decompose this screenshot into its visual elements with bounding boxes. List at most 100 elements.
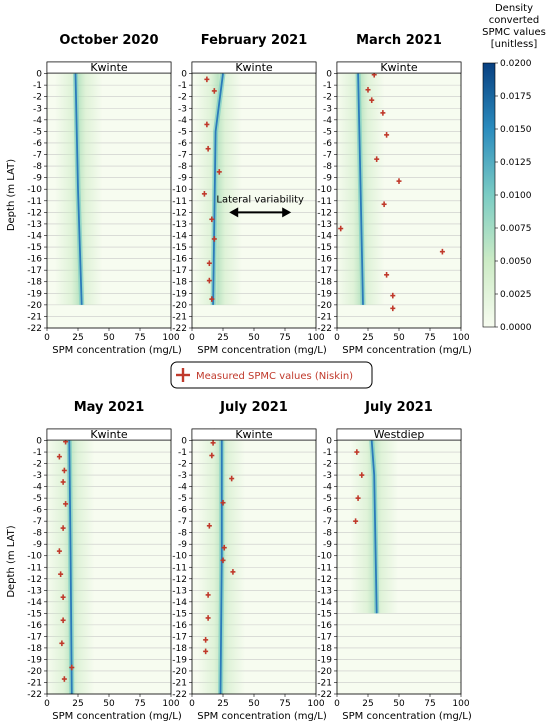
y-tick-label: -1: [178, 81, 187, 91]
y-tick-label: -5: [33, 494, 42, 504]
lateral-variability-arrow: [229, 207, 292, 218]
y-tick-label: -12: [27, 575, 42, 585]
y-tick-label: -8: [178, 529, 187, 539]
y-tick-label: -14: [27, 598, 42, 608]
niskin-point: [61, 467, 67, 474]
y-tick-label: -6: [178, 139, 187, 149]
y-tick-label: -19: [317, 289, 332, 299]
y-tick-label: -22: [172, 690, 187, 700]
y-tick-label: -5: [33, 127, 42, 137]
y-tick-label: -20: [172, 301, 187, 311]
x-tick-label: 0: [334, 699, 340, 709]
niskin-point: [390, 292, 396, 299]
y-tick-label: -2: [323, 460, 332, 470]
y-tick-label: -8: [323, 529, 332, 539]
niskin-point: [206, 522, 212, 529]
x-tick-label: 25: [362, 333, 373, 343]
y-tick-label: -12: [27, 208, 42, 218]
niskin-point: [229, 475, 235, 482]
y-tick-label: -10: [27, 552, 42, 562]
niskin-point: [209, 452, 215, 459]
niskin-point: [220, 557, 226, 564]
y-tick-label: -21: [172, 678, 187, 688]
y-tick-label: -2: [178, 93, 187, 103]
y-tick-label: -16: [317, 621, 332, 631]
y-tick-label: -15: [317, 243, 332, 253]
y-tick-label: -22: [27, 324, 42, 334]
y-tick-label: -15: [27, 609, 42, 619]
x-tick-label: 100: [307, 333, 324, 343]
niskin-point: [210, 440, 216, 446]
density-ridge: [357, 73, 364, 305]
y-tick-label: -18: [27, 278, 42, 288]
niskin-point: [203, 637, 209, 643]
x-tick-label: 25: [72, 699, 83, 709]
niskin-point: [355, 495, 361, 501]
y-tick-label: -20: [27, 667, 42, 677]
y-tick-label: -15: [317, 609, 332, 619]
y-tick-label: -15: [172, 609, 187, 619]
y-tick-label: -20: [27, 301, 42, 311]
station-label: Kwinte: [90, 428, 128, 441]
y-tick-label: -5: [323, 494, 332, 504]
x-tick-label: 100: [452, 699, 469, 709]
y-tick-label: -3: [178, 471, 187, 481]
y-tick-label: -9: [323, 174, 332, 184]
niskin-point: [365, 86, 371, 93]
y-tick-label: 0: [181, 70, 187, 80]
y-tick-label: 0: [326, 70, 332, 80]
colorbar: 0.0200 0.0175 0.0150 0.0125 0.0100 0.0075 0.00…: [482, 3, 546, 333]
x-axis-label: SPM concentration (mg/L): [342, 345, 472, 356]
y-tick-label: -3: [33, 104, 42, 114]
x-tick-label: 50: [393, 333, 405, 343]
niskin-point: [439, 248, 445, 255]
y-tick-label: -18: [27, 644, 42, 654]
y-tick-label: -19: [27, 289, 42, 299]
y-tick-label: -5: [178, 494, 187, 504]
niskin-point: [380, 110, 386, 116]
x-tick-label: 75: [279, 699, 290, 709]
colorbar-title: [unitless]: [491, 39, 538, 50]
y-tick-label: -7: [178, 517, 187, 527]
panel-title: February 2021: [201, 33, 308, 48]
niskin-point: [205, 592, 211, 598]
y-tick-label: -19: [172, 289, 187, 299]
x-tick-label: 100: [162, 333, 179, 343]
y-tick-label: -11: [27, 563, 42, 573]
y-tick-label: -7: [323, 517, 332, 527]
station-box: [46, 61, 172, 74]
station-box: [191, 428, 317, 441]
station-label: Kwinte: [235, 428, 273, 441]
colorbar-tick-label: 0.0050: [500, 257, 532, 267]
y-tick-label: -11: [172, 563, 187, 573]
y-tick-label: -13: [27, 220, 42, 230]
x-tick-label: 75: [424, 333, 435, 343]
niskin-point: [369, 97, 375, 103]
niskin-point: [216, 169, 222, 175]
x-tick-label: 25: [362, 699, 373, 709]
y-tick-label: -17: [172, 632, 187, 642]
y-tick-label: -6: [33, 139, 42, 149]
y-tick-label: -10: [27, 185, 42, 195]
x-tick-label: 25: [217, 699, 228, 709]
y-tick-label: -2: [178, 460, 187, 470]
density-ridge: [74, 73, 83, 305]
niskin-point: [230, 569, 236, 575]
x-tick-label: 0: [334, 333, 340, 343]
y-tick-label: 0: [181, 437, 187, 447]
niskin-point: [221, 544, 227, 551]
y-tick-label: -20: [317, 301, 332, 311]
y-tick-label: -11: [27, 197, 42, 207]
y-tick-label: -18: [317, 644, 332, 654]
y-tick-label: -21: [172, 312, 187, 322]
colorbar-title: Density: [495, 3, 533, 14]
y-tick-label: -1: [178, 448, 187, 458]
station-label: Kwinte: [90, 61, 128, 74]
x-tick-label: 100: [452, 333, 469, 343]
niskin-point: [374, 156, 380, 162]
y-tick-label: -7: [323, 151, 332, 161]
x-tick-label: 0: [44, 333, 50, 343]
